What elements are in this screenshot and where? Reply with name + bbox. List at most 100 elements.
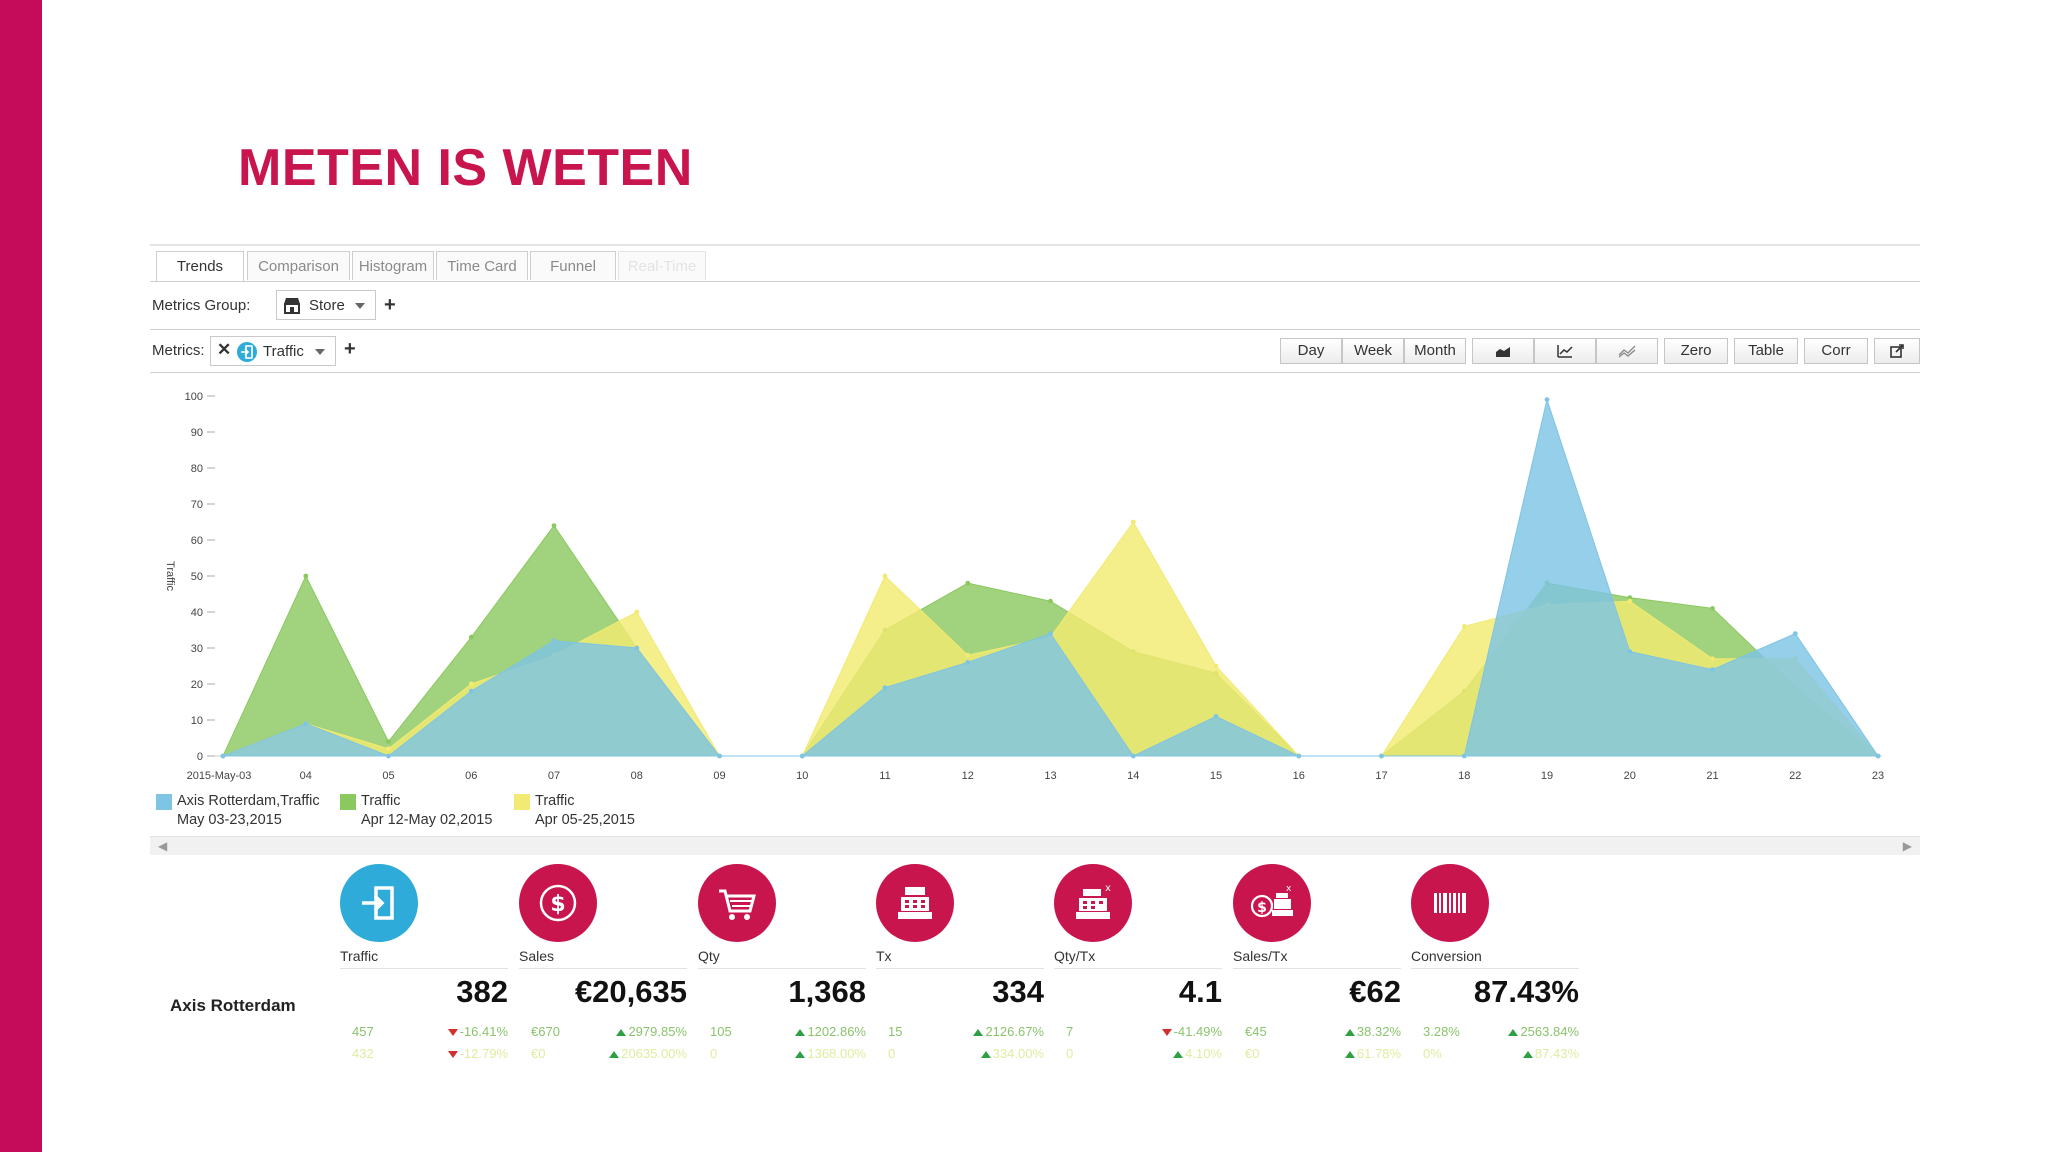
- kpi-sales-tx[interactable]: $ x Sales/Tx €62 €45 38.32% €0 61.78%: [1233, 864, 1409, 1064]
- kpi-label: Conversion: [1411, 948, 1482, 964]
- x-tick-label: 11: [879, 770, 890, 782]
- data-point[interactable]: [1792, 631, 1798, 636]
- data-point[interactable]: [468, 681, 474, 687]
- change-arrow-icon: [1344, 1051, 1355, 1058]
- x-tick-label: 09: [713, 770, 725, 782]
- kpi-traffic[interactable]: Traffic 382 457 -16.41% 432 -12.79%: [340, 864, 516, 1064]
- x-tick-label: 12: [962, 770, 974, 782]
- slide-accent-bar: [0, 0, 42, 1152]
- data-point[interactable]: [1627, 595, 1633, 600]
- data-point[interactable]: [468, 634, 474, 640]
- add-metric-button[interactable]: +: [344, 338, 356, 360]
- kpi-compare-change: 334.00%: [980, 1046, 1044, 1061]
- data-point[interactable]: [551, 523, 557, 528]
- kpi-label: Sales/Tx: [1233, 948, 1288, 964]
- data-point[interactable]: [1130, 753, 1136, 759]
- kpi-divider: [1233, 968, 1401, 969]
- register-qty-icon: x: [1054, 864, 1132, 942]
- kpi-compare-change: 61.78%: [1344, 1046, 1401, 1061]
- kpi-compare-change-value: 87.43%: [1534, 1046, 1579, 1061]
- zero-button[interactable]: Zero: [1664, 338, 1728, 364]
- kpi-qty-tx[interactable]: x Qty/Tx 4.1 7 -41.49% 0 4.10%: [1054, 864, 1230, 1064]
- metrics-group-dropdown[interactable]: Store: [276, 290, 376, 320]
- data-point[interactable]: [799, 753, 805, 759]
- kpi-compare-change-value: 334.00%: [992, 1046, 1044, 1061]
- data-point[interactable]: [1710, 667, 1715, 672]
- data-point[interactable]: [1710, 656, 1715, 662]
- data-point[interactable]: [882, 573, 888, 579]
- area-chart-button[interactable]: [1472, 338, 1534, 364]
- kpi-sales[interactable]: $ Sales €20,635 €670 2979.85% €0 20635.00%: [519, 864, 695, 1064]
- line-chart-button[interactable]: [1534, 338, 1596, 364]
- data-point[interactable]: [220, 753, 226, 759]
- kpi-compare-value: 0: [1066, 1046, 1074, 1061]
- data-point[interactable]: [1544, 397, 1550, 402]
- kpi-value: €20,635: [574, 974, 687, 1009]
- trend-line-button[interactable]: [1596, 338, 1658, 364]
- data-point[interactable]: [882, 685, 888, 690]
- chart-scrollbar[interactable]: ◀ ▶: [150, 836, 1920, 855]
- data-point[interactable]: [1130, 519, 1136, 525]
- series-area-2[interactable]: [222, 397, 1879, 757]
- metrics-dropdown[interactable]: ✕ Traffic: [210, 336, 336, 366]
- scroll-left-icon[interactable]: ◀: [158, 839, 168, 853]
- kpi-compare-change: -12.79%: [447, 1046, 508, 1061]
- tab-trends[interactable]: Trends: [156, 251, 244, 281]
- kpi-label: Traffic: [340, 948, 379, 964]
- y-tick-label: 100: [185, 391, 203, 403]
- month-button[interactable]: Month: [1404, 338, 1466, 364]
- data-point[interactable]: [386, 753, 391, 759]
- kpi-label: Tx: [876, 948, 892, 964]
- change-arrow-icon: [973, 1029, 984, 1036]
- data-point[interactable]: [1710, 606, 1715, 611]
- data-point[interactable]: [1213, 714, 1219, 719]
- data-point[interactable]: [468, 688, 474, 694]
- tab-time-card[interactable]: Time Card: [436, 251, 528, 280]
- data-point[interactable]: [965, 652, 971, 658]
- data-point[interactable]: [1296, 753, 1302, 759]
- data-point[interactable]: [965, 580, 971, 586]
- data-point[interactable]: [634, 609, 640, 615]
- data-point[interactable]: [1627, 649, 1633, 654]
- data-point[interactable]: [1627, 598, 1633, 604]
- week-button[interactable]: Week: [1342, 338, 1404, 364]
- data-point[interactable]: [386, 739, 391, 744]
- corr-button[interactable]: Corr: [1804, 338, 1868, 364]
- kpi-qty[interactable]: Qty 1,368 105 1202.86% 0 1368.00%: [698, 864, 874, 1064]
- export-button[interactable]: [1874, 338, 1920, 364]
- data-point[interactable]: [1213, 663, 1219, 669]
- scroll-right-icon[interactable]: ▶: [1902, 839, 1912, 853]
- data-point[interactable]: [634, 645, 640, 651]
- day-button[interactable]: Day: [1280, 338, 1342, 364]
- door-enter-icon: [340, 864, 418, 942]
- add-metrics-group-button[interactable]: +: [384, 294, 396, 316]
- data-point[interactable]: [386, 746, 391, 752]
- x-tick-label: 07: [548, 770, 560, 782]
- table-button[interactable]: Table: [1734, 338, 1798, 364]
- data-point[interactable]: [965, 660, 971, 665]
- tab-histogram[interactable]: Histogram: [352, 251, 434, 280]
- data-point[interactable]: [303, 721, 309, 726]
- data-point[interactable]: [1048, 598, 1053, 604]
- data-point[interactable]: [551, 638, 557, 644]
- data-point[interactable]: [1379, 753, 1384, 759]
- tab-funnel[interactable]: Funnel: [530, 251, 616, 280]
- data-point[interactable]: [1048, 631, 1053, 636]
- change-arrow-icon: [1173, 1051, 1184, 1058]
- data-point[interactable]: [1875, 753, 1881, 759]
- change-arrow-icon: [447, 1029, 458, 1036]
- svg-text:x: x: [1286, 884, 1292, 894]
- remove-metric-icon[interactable]: ✕: [217, 340, 232, 359]
- data-point[interactable]: [303, 573, 309, 579]
- data-point[interactable]: [1461, 624, 1467, 629]
- tab-comparison[interactable]: Comparison: [247, 251, 350, 280]
- data-point[interactable]: [717, 753, 722, 759]
- data-point[interactable]: [1461, 753, 1467, 759]
- legend-series-period: May 03-23,2015: [177, 812, 282, 828]
- kpi-tx[interactable]: Tx 334 15 2126.67% 0 334.00%: [876, 864, 1052, 1064]
- kpi-value: 87.43%: [1473, 974, 1579, 1009]
- tab-real-time[interactable]: Real-Time: [618, 251, 706, 280]
- kpi-compare-change: 20635.00%: [609, 1046, 687, 1061]
- kpi-conversion[interactable]: Conversion 87.43% 3.28% 2563.84% 0% 87.43%: [1411, 864, 1587, 1064]
- kpi-change: 2126.67%: [973, 1024, 1044, 1039]
